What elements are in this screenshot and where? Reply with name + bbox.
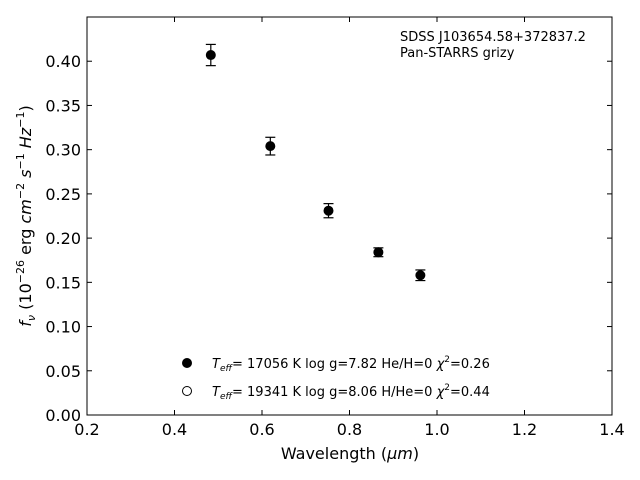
data-point (415, 270, 426, 281)
x-axis-label: Wavelength (μm) (281, 444, 419, 463)
y-tick-labels: 0.00 0.05 0.10 0.15 0.20 0.25 0.30 0.35 0.40 (45, 52, 81, 425)
x-tick-label: 1.2 (512, 420, 537, 439)
x-tick-label: 0.4 (162, 420, 187, 439)
legend-marker-open (182, 386, 192, 396)
y-tick-label: 0.10 (45, 318, 81, 337)
legend: Teff= 17056 K log g=7.82 He/H=0 χ2=0.26 … (182, 355, 490, 402)
x-tick-label: 1.0 (424, 420, 449, 439)
x-tick-label: 1.4 (599, 420, 624, 439)
legend-marker-filled (182, 358, 192, 368)
y-tick-label: 0.40 (45, 52, 81, 71)
y-axis-label: fν (10−26 erg cm−2 s−1 Hz−1) (14, 105, 38, 326)
data-point (373, 247, 384, 258)
y-tick-label: 0.20 (45, 229, 81, 248)
y-tick-label: 0.25 (45, 185, 81, 204)
x-tick-label: 0.8 (337, 420, 362, 439)
source-annotation-1: SDSS J103654.58+372837.2 (400, 30, 586, 45)
x-tick-label: 0.2 (74, 420, 99, 439)
data-points (205, 50, 426, 281)
y-tick-label: 0.35 (45, 96, 81, 115)
legend-entry-2: Teff= 19341 K log g=8.06 H/He=0 χ2=0.44 (212, 383, 490, 402)
legend-entry-1: Teff= 17056 K log g=7.82 He/H=0 χ2=0.26 (212, 355, 490, 374)
y-tick-label: 0.15 (45, 273, 81, 292)
data-point (323, 205, 334, 216)
y-tick-label: 0.00 (45, 406, 81, 425)
x-tick-labels: 0.2 0.4 0.6 0.8 1.0 1.2 1.4 (74, 420, 624, 439)
source-annotation-2: Pan-STARRS grizy (400, 46, 515, 61)
data-point (205, 50, 216, 61)
data-point (265, 141, 276, 152)
x-tick-label: 0.6 (249, 420, 274, 439)
y-tick-label: 0.05 (45, 362, 81, 381)
plot-area (86, 16, 613, 416)
y-tick-label: 0.30 (45, 141, 81, 160)
axis-ticks (86, 17, 613, 416)
